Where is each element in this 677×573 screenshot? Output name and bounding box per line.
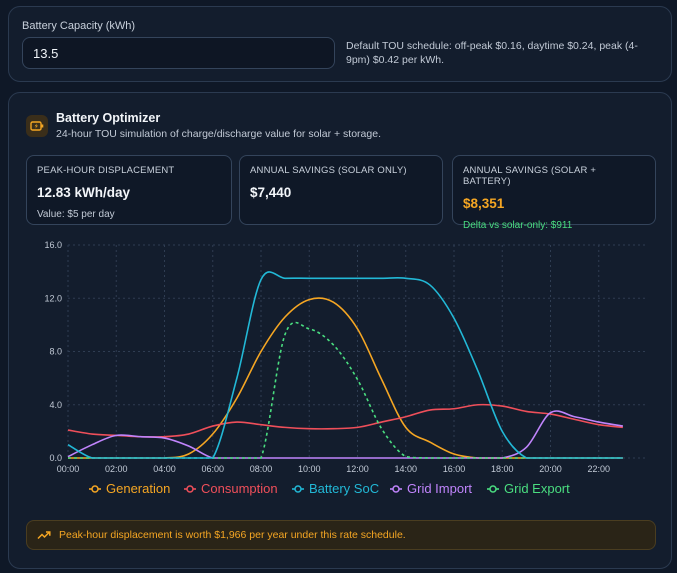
- energy-flow-chart: 0.0 4.0 8.0 12.0 16.0 00:00 02:00 04:00 06:00 08:…: [44, 240, 647, 496]
- stat-label: ANNUAL SAVINGS (SOLAR ONLY): [250, 165, 407, 176]
- stat-value: 12.83 kWh/day: [37, 185, 131, 200]
- x-tick-label: 20:00: [539, 464, 562, 474]
- stat-note: Value: $5 per day: [37, 209, 115, 220]
- stat-label: ANNUAL SAVINGS (SOLAR + BATTERY): [463, 165, 597, 187]
- x-tick-label: 04:00: [153, 464, 176, 474]
- insight-text: Peak-hour displacement is worth $1,966 p…: [59, 529, 406, 541]
- battery-capacity-card: Battery Capacity (kWh) Default TOU sched…: [8, 6, 672, 82]
- stat-savings-solar-only: ANNUAL SAVINGS (SOLAR ONLY) $7,440: [239, 155, 443, 225]
- y-tick-label: 16.0: [44, 240, 62, 250]
- stat-savings-solar-battery: ANNUAL SAVINGS (SOLAR + BATTERY) $8,351 …: [452, 155, 656, 231]
- series-line-battery-soc: [67, 271, 623, 459]
- optimizer-subtitle: 24-hour TOU simulation of charge/dischar…: [56, 128, 381, 140]
- x-tick-label: 08:00: [250, 464, 273, 474]
- stat-label: PEAK-HOUR DISPLACEMENT: [37, 165, 175, 176]
- x-tick-label: 12:00: [346, 464, 369, 474]
- legend-label: Grid Export: [504, 481, 570, 496]
- y-tick-label: 8.0: [49, 347, 62, 357]
- x-tick-label: 18:00: [491, 464, 514, 474]
- battery-optimizer-card: Battery Optimizer 24-hour TOU simulation…: [8, 92, 672, 569]
- x-tick-label: 06:00: [201, 464, 224, 474]
- battery-icon: [26, 115, 48, 137]
- x-tick-label: 22:00: [587, 464, 610, 474]
- legend-marker-dot: [392, 485, 400, 493]
- x-tick-label: 14:00: [394, 464, 417, 474]
- legend-marker-dot: [186, 485, 194, 493]
- tou-schedule-note: Default TOU schedule: off-peak $0.16, da…: [346, 40, 638, 66]
- y-tick-label: 0.0: [49, 453, 62, 463]
- x-tick-label: 16:00: [443, 464, 466, 474]
- battery-capacity-input[interactable]: [22, 37, 335, 69]
- x-tick-label: 10:00: [298, 464, 321, 474]
- x-tick-label: 02:00: [105, 464, 128, 474]
- legend-label: Generation: [106, 481, 170, 496]
- legend-marker-dot: [489, 485, 497, 493]
- insight-banner: Peak-hour displacement is worth $1,966 p…: [26, 520, 656, 550]
- legend-label: Consumption: [201, 481, 278, 496]
- legend-label: Grid Import: [407, 481, 472, 496]
- trending-up-icon: [37, 531, 51, 540]
- stat-peak-displacement: PEAK-HOUR DISPLACEMENT 12.83 kWh/day Val…: [26, 155, 232, 225]
- battery-capacity-label: Battery Capacity (kWh): [22, 20, 136, 32]
- stat-note: Delta vs solar-only: $911: [463, 220, 573, 231]
- legend-label: Battery SoC: [309, 481, 379, 496]
- optimizer-title: Battery Optimizer: [56, 111, 161, 125]
- stat-value: $8,351: [463, 196, 505, 211]
- y-tick-label: 4.0: [49, 400, 62, 410]
- legend-marker-dot: [91, 485, 99, 493]
- legend-marker-dot: [294, 485, 302, 493]
- y-tick-label: 12.0: [44, 293, 62, 303]
- series-line-grid-import: [67, 410, 624, 459]
- x-tick-label: 00:00: [57, 464, 80, 474]
- series-line-generation: [67, 297, 623, 459]
- series-line-consumption: [67, 403, 623, 438]
- stat-value: $7,440: [250, 185, 292, 200]
